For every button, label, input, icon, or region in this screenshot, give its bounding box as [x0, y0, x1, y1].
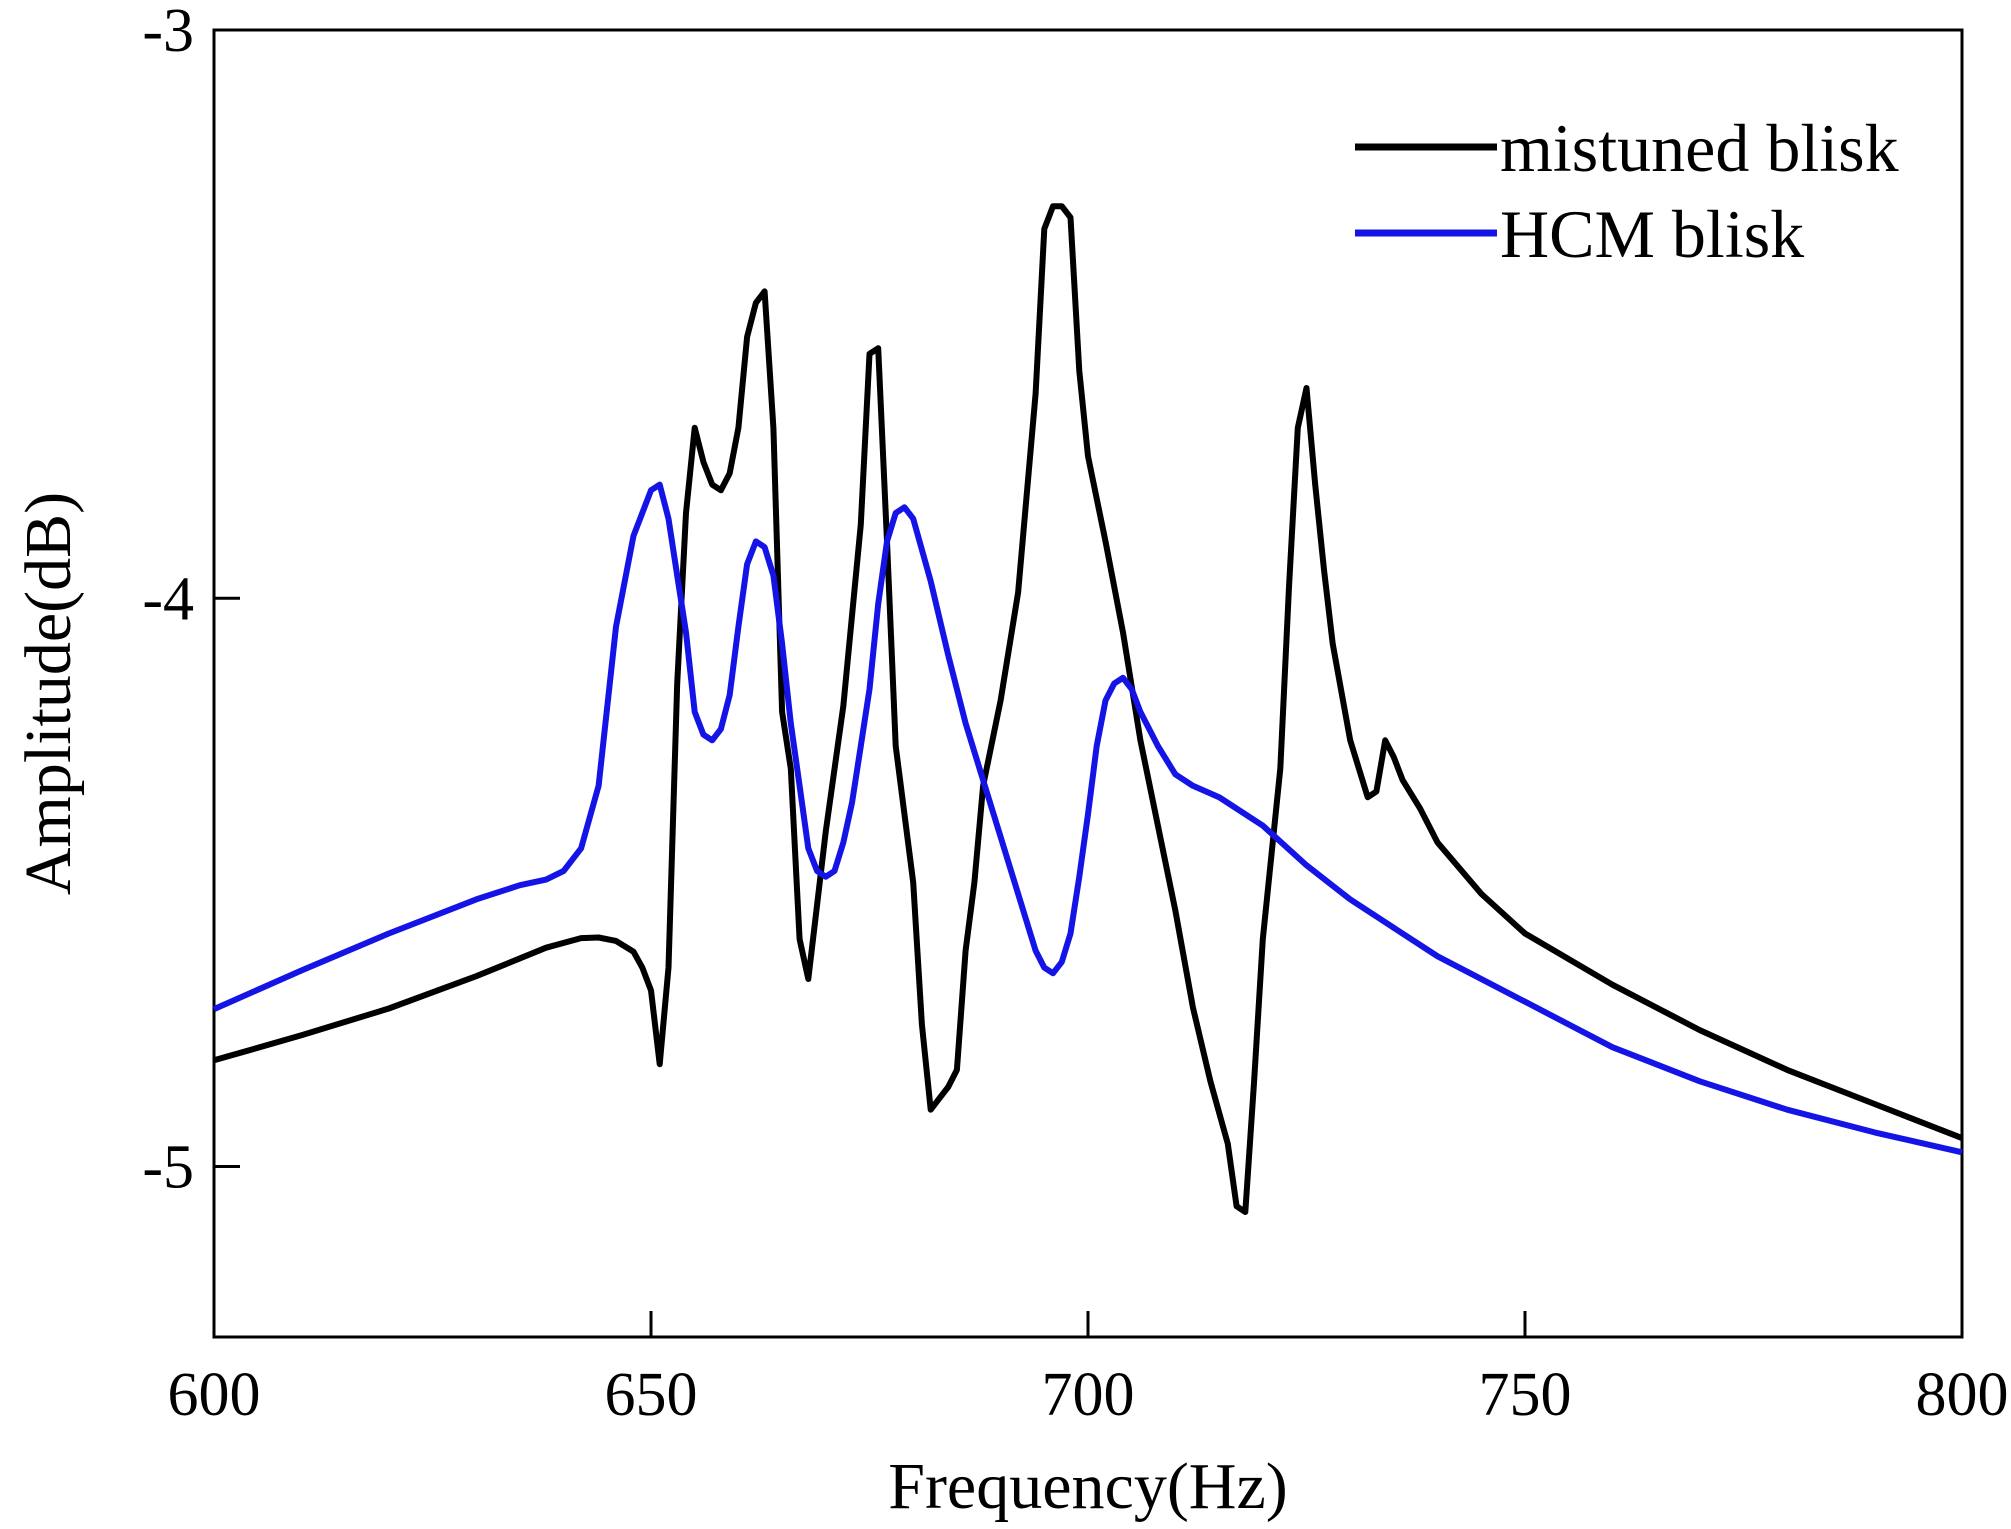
- y-tick-label: -3: [142, 0, 194, 65]
- y-tick-label: -5: [142, 1134, 194, 1202]
- series-layer: [212, 203, 1964, 1215]
- legend-label-mistuned-blisk: mistuned blisk: [1500, 110, 1899, 186]
- x-tick-label: 700: [1042, 1361, 1135, 1429]
- series-line-hcm-blisk: [212, 481, 1963, 1156]
- x-tick-label: 750: [1479, 1361, 1572, 1429]
- x-tick-label: 800: [1916, 1361, 2009, 1429]
- x-tick-label: 600: [168, 1361, 261, 1429]
- x-tick-label: 650: [605, 1361, 698, 1429]
- y-tick-label: -4: [142, 565, 194, 633]
- legend: mistuned blisk HCM blisk: [1355, 110, 1899, 272]
- y-axis-label: Amplitude(dB): [12, 492, 85, 895]
- ticks-layer: 600 650 700 750 800 -3 -4 -5: [142, 0, 2008, 1429]
- legend-label-hcm-blisk: HCM blisk: [1500, 196, 1804, 272]
- series-line-mistuned-blisk: [213, 203, 1964, 1215]
- x-axis-label: Frequency(Hz): [888, 1450, 1287, 1523]
